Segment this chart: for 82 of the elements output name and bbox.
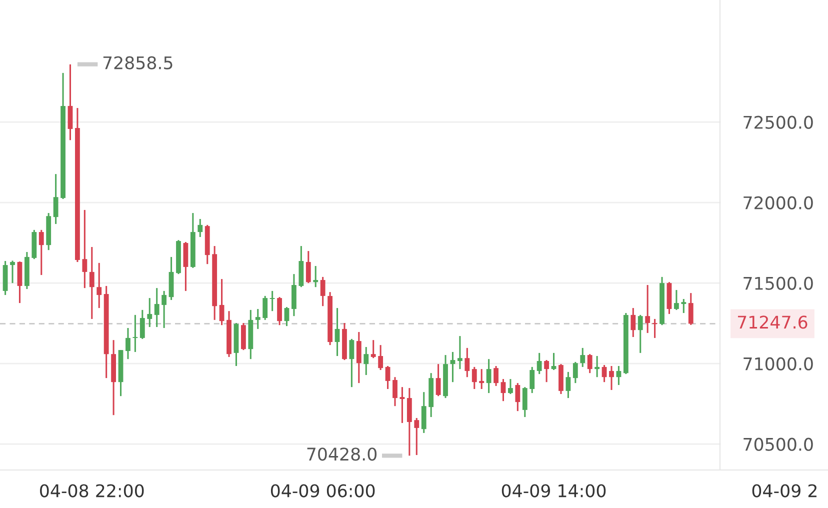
candlestick: [306, 250, 311, 284]
candlestick: [421, 391, 426, 434]
candlestick: [38, 229, 44, 276]
candlestick: [609, 365, 614, 391]
candlestick: [494, 365, 498, 387]
candlestick: [370, 339, 376, 359]
ref-line-label: 71247.6: [738, 316, 808, 329]
candlestick: [68, 64, 73, 141]
candlestick: [334, 307, 340, 357]
candlestick: [400, 386, 405, 424]
candlestick: [688, 292, 694, 326]
y-tick-label: 72500.0: [744, 116, 813, 129]
candlestick: [96, 262, 102, 309]
candlestick: [292, 273, 296, 317]
candlestick: [486, 358, 492, 394]
candlestick: [406, 387, 412, 456]
candlestick: [500, 378, 506, 402]
candlestick: [270, 290, 275, 312]
candlestick: [544, 359, 549, 383]
candlestick: [284, 306, 290, 327]
candlestick: [17, 260, 22, 304]
candlestick: [82, 209, 88, 289]
candlestick: [154, 287, 160, 328]
candlestick: [436, 363, 441, 397]
candlestick: [89, 246, 94, 320]
candlestick: [364, 346, 369, 376]
candlestick: [313, 265, 318, 288]
candlestick: [630, 307, 636, 338]
candlestick: [219, 278, 224, 326]
candlestick: [183, 241, 188, 292]
candlestick: [140, 309, 145, 340]
candlestick: [414, 417, 420, 456]
x-tick-label: 04-09 2: [752, 484, 816, 498]
candlestick: [645, 284, 650, 334]
candlestick: [126, 327, 130, 360]
candlestick: [479, 368, 484, 390]
candlestick: [508, 378, 513, 395]
candlestick: [385, 365, 390, 390]
candlestick: [240, 322, 246, 351]
candlestick: [515, 382, 520, 412]
candlestick: [53, 173, 58, 225]
x-tick-label: 04-08 22:00: [40, 484, 144, 498]
candlestick: [262, 295, 268, 321]
annotation: 72858.5: [103, 56, 172, 70]
candlestick: [450, 351, 456, 383]
annotation: 70428.0: [307, 448, 377, 461]
candlestick: [638, 314, 643, 354]
candlestick: [530, 366, 535, 394]
x-tick-label: 04-09 14:00: [502, 484, 606, 498]
candlestick: [580, 347, 586, 368]
candlestick: [616, 365, 622, 386]
candlestick: [652, 318, 658, 339]
candlestick: [566, 371, 571, 399]
candlestick: [587, 353, 592, 374]
candlestick: [602, 364, 607, 383]
candlestick: [277, 296, 282, 326]
candlestick: [464, 347, 470, 378]
candlestick: [162, 290, 167, 329]
candlestick: [392, 376, 398, 407]
candlestick: [198, 218, 203, 238]
y-tick-label: 71000.0: [744, 357, 813, 370]
candlestick: [472, 366, 477, 390]
candlestick: [10, 260, 15, 284]
candlestick: [551, 352, 556, 371]
candlestick: [320, 276, 326, 307]
candlestick: [356, 331, 362, 384]
candlestick: [674, 289, 679, 311]
y-tick-label: 72000.0: [744, 196, 813, 210]
candlestick: [536, 352, 542, 375]
candlestick: [255, 308, 260, 330]
candlestick: [147, 297, 152, 328]
x-tick-label: 04-09 06:00: [270, 484, 375, 498]
candlestick: [594, 355, 600, 378]
y-tick-label: 71500.0: [744, 276, 813, 290]
candlestick: [522, 386, 528, 418]
y-tick-label: 70500.0: [744, 438, 813, 451]
candlestick: [457, 335, 462, 370]
candlestick: [132, 314, 138, 353]
candlestick: [378, 344, 384, 371]
candlestick: [681, 298, 686, 314]
candlestick: [572, 361, 578, 384]
candlestick: [349, 338, 354, 388]
